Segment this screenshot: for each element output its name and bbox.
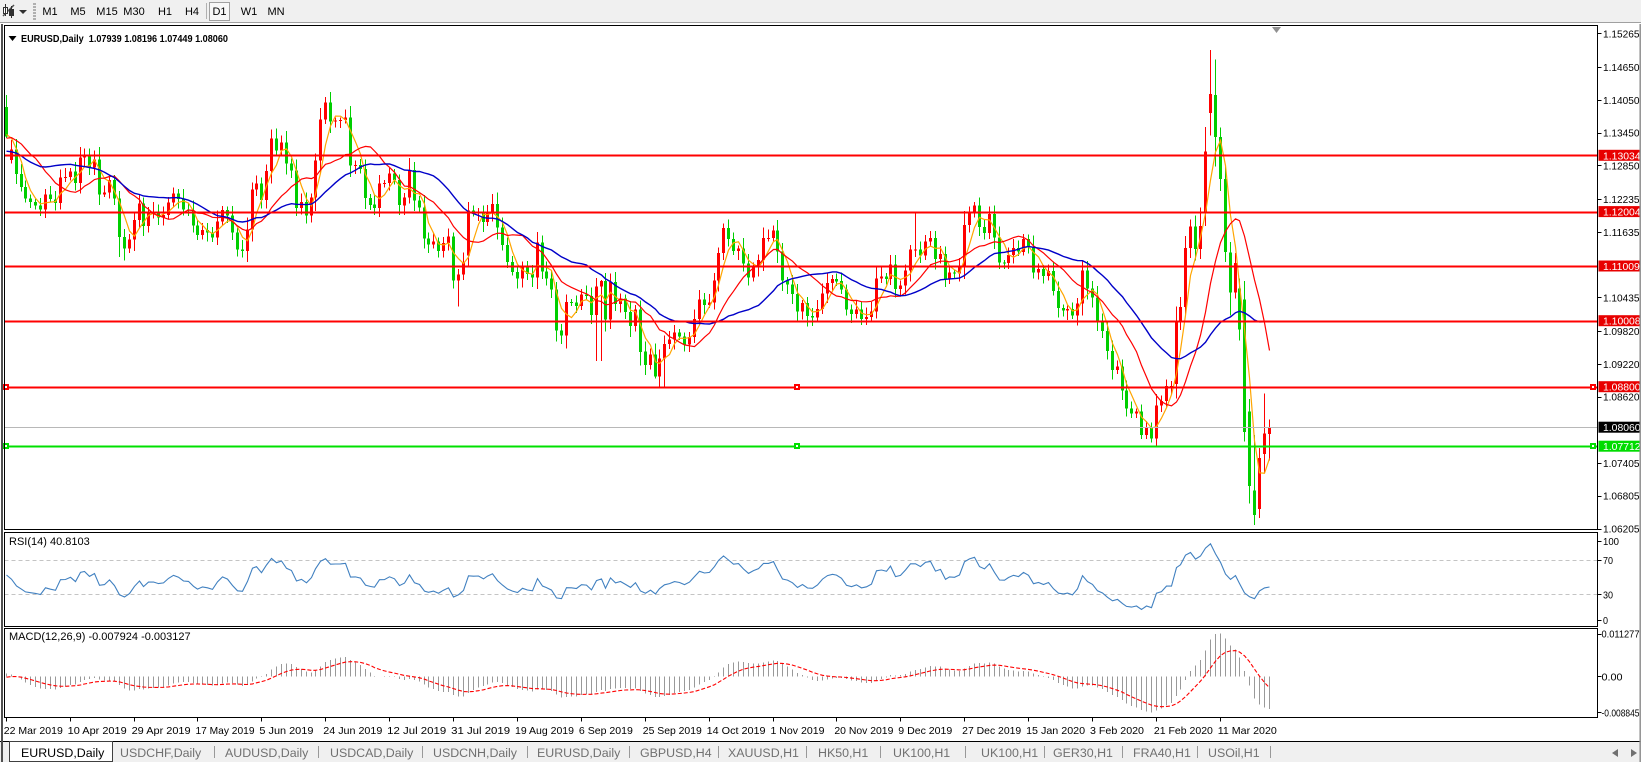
svg-text:1.09820: 1.09820 — [1603, 327, 1640, 338]
svg-text:14 Oct 2019: 14 Oct 2019 — [707, 726, 766, 737]
svg-text:MN: MN — [267, 6, 284, 18]
svg-text:HK50,H1: HK50,H1 — [818, 746, 868, 760]
svg-text:1.08800: 1.08800 — [1603, 383, 1641, 394]
svg-text:22 Mar 2019: 22 Mar 2019 — [4, 726, 63, 737]
svg-text:UK100,H1: UK100,H1 — [893, 746, 950, 760]
svg-text:1.07712: 1.07712 — [1603, 442, 1641, 453]
svg-text:M5: M5 — [70, 6, 85, 18]
svg-text:M1: M1 — [42, 6, 57, 18]
svg-text:1.08620: 1.08620 — [1603, 393, 1640, 404]
svg-text:EURUSD,Daily: EURUSD,Daily — [537, 746, 621, 760]
svg-text:1.07405: 1.07405 — [1603, 459, 1640, 470]
svg-text:1.14050: 1.14050 — [1603, 96, 1640, 107]
svg-text:EURUSD,Daily: EURUSD,Daily — [21, 746, 105, 760]
svg-text:1.11009: 1.11009 — [1603, 262, 1640, 273]
svg-text:1.06805: 1.06805 — [1603, 492, 1640, 503]
svg-text:1.06205: 1.06205 — [1603, 525, 1640, 536]
svg-text:1.13034: 1.13034 — [1603, 151, 1641, 162]
svg-text:1.11635: 1.11635 — [1603, 228, 1640, 239]
svg-text:27 Dec 2019: 27 Dec 2019 — [962, 726, 1021, 737]
svg-text:12 Jul 2019: 12 Jul 2019 — [387, 726, 446, 737]
svg-text:1.15265: 1.15265 — [1603, 29, 1640, 40]
svg-text:UK100,H1: UK100,H1 — [981, 746, 1038, 760]
svg-text:XAUUSD,H1: XAUUSD,H1 — [728, 746, 799, 760]
svg-text:17 May 2019: 17 May 2019 — [196, 726, 255, 737]
svg-text:1.13450: 1.13450 — [1603, 129, 1640, 140]
svg-text:USDCNH,Daily: USDCNH,Daily — [433, 746, 518, 760]
svg-text:100: 100 — [1603, 537, 1619, 548]
svg-text:H1: H1 — [158, 6, 172, 18]
svg-text:USOil,H1: USOil,H1 — [1208, 746, 1260, 760]
svg-text:24 Jun 2019: 24 Jun 2019 — [323, 726, 382, 737]
svg-text:29 Apr 2019: 29 Apr 2019 — [132, 726, 191, 737]
svg-text:1.12235: 1.12235 — [1603, 195, 1640, 206]
svg-text:D1: D1 — [212, 6, 226, 18]
svg-text:19 Aug 2019: 19 Aug 2019 — [515, 726, 574, 737]
svg-text:0.00: 0.00 — [1602, 672, 1623, 683]
svg-text:AUDUSD,Daily: AUDUSD,Daily — [225, 746, 309, 760]
svg-text:21 Feb 2020: 21 Feb 2020 — [1154, 726, 1213, 737]
svg-text:9 Dec 2019: 9 Dec 2019 — [898, 726, 952, 737]
svg-text:5 Jun 2019: 5 Jun 2019 — [259, 726, 313, 737]
svg-text:MACD(12,26,9) -0.007924 -0.003: MACD(12,26,9) -0.007924 -0.003127 — [9, 631, 191, 643]
svg-text:10 Apr 2019: 10 Apr 2019 — [68, 726, 127, 737]
svg-text:3 Feb 2020: 3 Feb 2020 — [1090, 726, 1144, 737]
svg-text:0.011277: 0.011277 — [1602, 630, 1640, 641]
svg-text:GBPUSD,H4: GBPUSD,H4 — [640, 746, 712, 760]
svg-text:1.12850: 1.12850 — [1603, 161, 1640, 172]
svg-text:USDCHF,Daily: USDCHF,Daily — [120, 746, 202, 760]
svg-text:RSI(14) 40.8103: RSI(14) 40.8103 — [9, 536, 90, 548]
svg-text:30: 30 — [1603, 590, 1613, 601]
svg-text:70: 70 — [1603, 556, 1613, 567]
svg-text:USDCAD,Daily: USDCAD,Daily — [330, 746, 414, 760]
svg-text:H4: H4 — [185, 6, 199, 18]
svg-text:0: 0 — [1603, 616, 1608, 627]
svg-text:1.10435: 1.10435 — [1603, 293, 1640, 304]
svg-text:GER30,H1: GER30,H1 — [1053, 746, 1113, 760]
svg-text:31 Jul 2019: 31 Jul 2019 — [451, 726, 510, 737]
svg-text:11 Mar 2020: 11 Mar 2020 — [1218, 726, 1277, 737]
svg-text:1.12004: 1.12004 — [1603, 208, 1641, 219]
svg-text:1.10008: 1.10008 — [1603, 317, 1641, 328]
svg-text:M30: M30 — [123, 6, 144, 18]
svg-text:6 Sep 2019: 6 Sep 2019 — [579, 726, 633, 737]
svg-text:FRA40,H1: FRA40,H1 — [1133, 746, 1191, 760]
svg-text:20 Nov 2019: 20 Nov 2019 — [834, 726, 893, 737]
svg-text:25 Sep 2019: 25 Sep 2019 — [643, 726, 702, 737]
svg-text:W1: W1 — [241, 6, 258, 18]
svg-text:1.08060: 1.08060 — [1603, 423, 1641, 434]
svg-text:-0.008845: -0.008845 — [1602, 709, 1640, 720]
svg-text:1.14650: 1.14650 — [1603, 63, 1640, 74]
svg-text:M15: M15 — [96, 6, 117, 18]
svg-text:15 Jan 2020: 15 Jan 2020 — [1026, 726, 1085, 737]
svg-text:1 Nov 2019: 1 Nov 2019 — [771, 726, 825, 737]
svg-text:EURUSD,Daily 1.07939 1.08196: EURUSD,Daily 1.07939 1.08196 1.07449 1.0… — [21, 34, 229, 45]
svg-text:1.09220: 1.09220 — [1603, 360, 1640, 371]
